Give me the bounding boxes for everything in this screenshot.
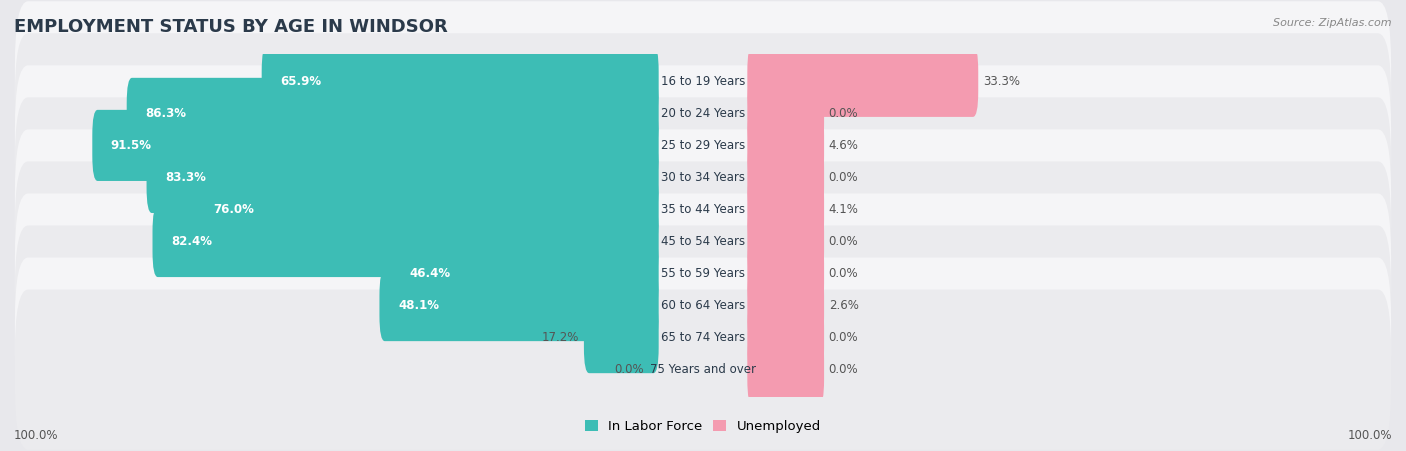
FancyBboxPatch shape xyxy=(380,270,658,341)
Text: 0.0%: 0.0% xyxy=(828,235,858,248)
Text: 17.2%: 17.2% xyxy=(541,331,579,344)
FancyBboxPatch shape xyxy=(93,110,658,181)
FancyBboxPatch shape xyxy=(748,270,824,341)
Text: EMPLOYMENT STATUS BY AGE IN WINDSOR: EMPLOYMENT STATUS BY AGE IN WINDSOR xyxy=(14,18,447,36)
FancyBboxPatch shape xyxy=(262,46,658,117)
Text: 33.3%: 33.3% xyxy=(983,75,1019,88)
FancyBboxPatch shape xyxy=(146,142,658,213)
FancyBboxPatch shape xyxy=(15,1,1391,161)
Text: 16 to 19 Years: 16 to 19 Years xyxy=(661,75,745,88)
FancyBboxPatch shape xyxy=(15,258,1391,418)
Text: Source: ZipAtlas.com: Source: ZipAtlas.com xyxy=(1274,18,1392,28)
FancyBboxPatch shape xyxy=(748,46,979,117)
Text: 60 to 64 Years: 60 to 64 Years xyxy=(661,299,745,312)
FancyBboxPatch shape xyxy=(748,142,824,213)
Text: 76.0%: 76.0% xyxy=(214,203,254,216)
Text: 2.6%: 2.6% xyxy=(828,299,859,312)
FancyBboxPatch shape xyxy=(15,193,1391,354)
Text: 65.9%: 65.9% xyxy=(280,75,322,88)
Text: 0.0%: 0.0% xyxy=(828,331,858,344)
Text: 25 to 29 Years: 25 to 29 Years xyxy=(661,139,745,152)
Text: 75 Years and over: 75 Years and over xyxy=(650,363,756,376)
Text: 20 to 24 Years: 20 to 24 Years xyxy=(661,107,745,120)
Text: 83.3%: 83.3% xyxy=(165,171,205,184)
Text: 48.1%: 48.1% xyxy=(398,299,439,312)
Text: 46.4%: 46.4% xyxy=(409,267,450,280)
FancyBboxPatch shape xyxy=(748,174,824,245)
Text: 86.3%: 86.3% xyxy=(145,107,186,120)
Text: 0.0%: 0.0% xyxy=(828,107,858,120)
Text: 4.1%: 4.1% xyxy=(828,203,859,216)
Text: 30 to 34 Years: 30 to 34 Years xyxy=(661,171,745,184)
FancyBboxPatch shape xyxy=(15,129,1391,290)
FancyBboxPatch shape xyxy=(748,206,824,277)
Text: 45 to 54 Years: 45 to 54 Years xyxy=(661,235,745,248)
FancyBboxPatch shape xyxy=(152,206,658,277)
Text: 55 to 59 Years: 55 to 59 Years xyxy=(661,267,745,280)
FancyBboxPatch shape xyxy=(15,161,1391,322)
FancyBboxPatch shape xyxy=(391,238,658,309)
FancyBboxPatch shape xyxy=(748,110,824,181)
FancyBboxPatch shape xyxy=(748,78,824,149)
Legend: In Labor Force, Unemployed: In Labor Force, Unemployed xyxy=(579,414,827,438)
FancyBboxPatch shape xyxy=(583,302,658,373)
Text: 0.0%: 0.0% xyxy=(828,363,858,376)
Text: 4.6%: 4.6% xyxy=(828,139,859,152)
Text: 0.0%: 0.0% xyxy=(828,267,858,280)
Text: 82.4%: 82.4% xyxy=(172,235,212,248)
FancyBboxPatch shape xyxy=(15,65,1391,226)
FancyBboxPatch shape xyxy=(15,97,1391,258)
Text: 100.0%: 100.0% xyxy=(1347,429,1392,442)
FancyBboxPatch shape xyxy=(748,302,824,373)
Text: 0.0%: 0.0% xyxy=(614,363,644,376)
FancyBboxPatch shape xyxy=(127,78,658,149)
Text: 100.0%: 100.0% xyxy=(14,429,59,442)
Text: 0.0%: 0.0% xyxy=(828,171,858,184)
FancyBboxPatch shape xyxy=(15,33,1391,193)
FancyBboxPatch shape xyxy=(15,226,1391,386)
Text: 65 to 74 Years: 65 to 74 Years xyxy=(661,331,745,344)
Text: 35 to 44 Years: 35 to 44 Years xyxy=(661,203,745,216)
FancyBboxPatch shape xyxy=(15,290,1391,450)
Text: 91.5%: 91.5% xyxy=(111,139,152,152)
FancyBboxPatch shape xyxy=(195,174,658,245)
FancyBboxPatch shape xyxy=(748,334,824,405)
FancyBboxPatch shape xyxy=(748,238,824,309)
